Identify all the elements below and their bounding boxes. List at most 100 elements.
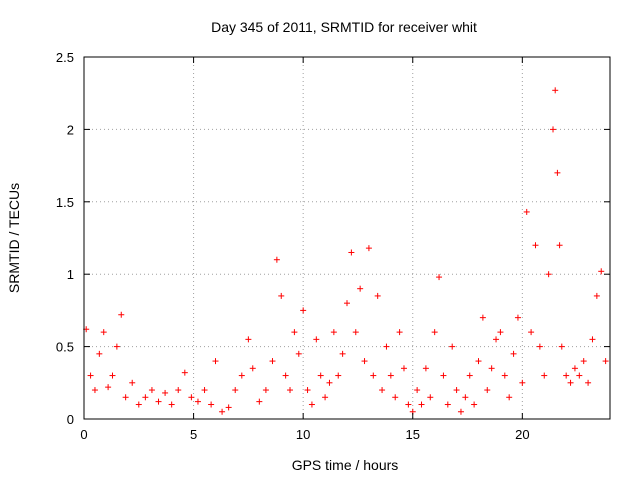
data-point xyxy=(365,245,372,252)
data-point xyxy=(87,372,94,379)
data-point xyxy=(142,394,149,401)
data-point xyxy=(523,208,530,215)
data-point xyxy=(225,404,232,411)
data-point xyxy=(444,401,451,408)
data-point xyxy=(418,401,425,408)
data-point xyxy=(339,350,346,357)
grid xyxy=(84,57,610,419)
data-point xyxy=(118,311,125,318)
data-point xyxy=(580,358,587,365)
data-point xyxy=(602,358,609,365)
data-point xyxy=(335,372,342,379)
x-tick-label: 5 xyxy=(190,427,197,442)
data-point xyxy=(96,350,103,357)
data-point xyxy=(506,394,513,401)
data-point xyxy=(262,387,269,394)
data-point xyxy=(466,372,473,379)
y-tick-label: 2 xyxy=(67,122,74,137)
data-point xyxy=(291,329,298,336)
data-point xyxy=(249,365,256,372)
y-tick-label: 1 xyxy=(67,267,74,282)
data-point xyxy=(212,358,219,365)
data-point xyxy=(188,394,195,401)
data-point xyxy=(287,387,294,394)
data-point xyxy=(457,408,464,415)
data-point xyxy=(175,387,182,394)
data-point xyxy=(273,256,280,263)
data-point xyxy=(105,384,112,391)
data-point xyxy=(585,379,592,386)
data-point xyxy=(484,387,491,394)
data-point xyxy=(536,343,543,350)
data-point xyxy=(528,329,535,336)
data-point xyxy=(317,372,324,379)
y-tick-label: 2.5 xyxy=(56,50,74,65)
data-point xyxy=(475,358,482,365)
data-point xyxy=(300,307,307,314)
data-point xyxy=(497,329,504,336)
data-point xyxy=(462,394,469,401)
data-point xyxy=(427,394,434,401)
x-axis-label: GPS time / hours xyxy=(292,457,399,473)
data-point xyxy=(552,87,559,94)
data-point xyxy=(453,387,460,394)
y-tick-label: 0.5 xyxy=(56,340,74,355)
data-point xyxy=(361,358,368,365)
data-point xyxy=(304,387,311,394)
data-point xyxy=(269,358,276,365)
data-point xyxy=(148,387,155,394)
data-point xyxy=(348,249,355,256)
data-point xyxy=(471,401,478,408)
data-point xyxy=(194,398,201,405)
data-point xyxy=(313,336,320,343)
data-point xyxy=(414,387,421,394)
data-point xyxy=(571,365,578,372)
data-point xyxy=(113,343,120,350)
data-point xyxy=(589,336,596,343)
data-point xyxy=(550,126,557,133)
data-point xyxy=(374,292,381,299)
data-points xyxy=(83,87,609,415)
data-point xyxy=(91,387,98,394)
data-point xyxy=(556,242,563,249)
data-point xyxy=(168,401,175,408)
data-point xyxy=(326,379,333,386)
data-point xyxy=(238,372,245,379)
plot-frame xyxy=(83,56,611,420)
y-tick-label: 1.5 xyxy=(56,195,74,210)
data-point xyxy=(181,369,188,376)
data-point xyxy=(162,389,169,396)
data-point xyxy=(155,398,162,405)
data-point xyxy=(479,314,486,321)
data-point xyxy=(493,336,500,343)
data-point xyxy=(135,401,142,408)
data-point xyxy=(357,285,364,292)
y-axis-label: SRMTID / TECUs xyxy=(6,183,22,293)
data-point xyxy=(232,387,239,394)
data-point xyxy=(440,372,447,379)
data-point xyxy=(593,292,600,299)
data-point xyxy=(598,268,605,275)
data-point xyxy=(379,387,386,394)
data-point xyxy=(344,300,350,307)
data-point xyxy=(122,394,129,401)
data-point xyxy=(405,401,412,408)
chart-title: Day 345 of 2011, SRMTID for receiver whi… xyxy=(211,19,477,35)
data-point xyxy=(558,343,565,350)
data-point xyxy=(576,372,583,379)
data-point xyxy=(436,274,443,281)
x-tick-label: 10 xyxy=(296,427,310,442)
data-point xyxy=(282,372,289,379)
data-point xyxy=(387,372,394,379)
data-point xyxy=(383,343,390,350)
data-point xyxy=(449,343,456,350)
x-tick-label: 20 xyxy=(515,427,529,442)
data-point xyxy=(219,408,226,415)
data-point xyxy=(330,329,337,336)
data-point xyxy=(201,387,208,394)
data-point xyxy=(422,365,429,372)
data-point xyxy=(545,271,552,278)
data-point xyxy=(396,329,403,336)
data-point xyxy=(392,394,399,401)
